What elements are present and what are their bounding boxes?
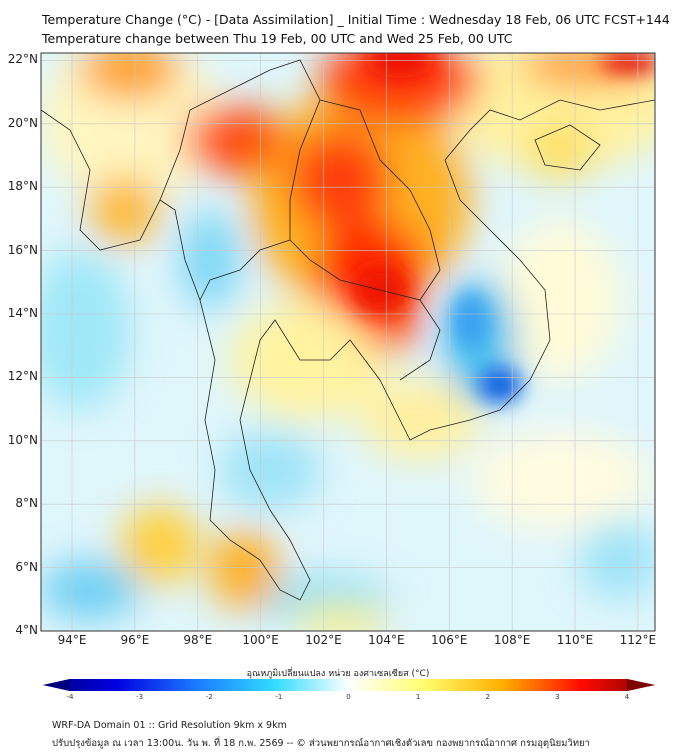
- lon-tick-label: 100°E: [242, 633, 279, 647]
- map-frame: [40, 52, 656, 632]
- colorbar-tick-label: -2: [205, 693, 213, 701]
- lat-tick-label: 12°N: [7, 369, 38, 384]
- lat-tick-label: 22°N: [7, 52, 38, 67]
- colorbar-tick-label: 4: [624, 693, 630, 701]
- colorbar-tick-label: -3: [136, 693, 144, 701]
- colorbar-tick-label: -1: [275, 693, 283, 701]
- colorbar-tick-label: -4: [66, 693, 74, 701]
- colorbar-gradient: [43, 679, 655, 691]
- footer-model-info: WRF-DA Domain 01 :: Grid Resolution 9km …: [52, 720, 287, 731]
- lat-tick-label: 10°N: [7, 432, 38, 447]
- colorbar-tick-label: 0: [346, 693, 351, 701]
- lon-tick-label: 110°E: [556, 633, 594, 647]
- graticule: [41, 53, 655, 631]
- temperature-field: [41, 53, 655, 631]
- lat-tick-label: 20°N: [7, 115, 38, 130]
- lat-tick-label: 6°N: [15, 559, 38, 574]
- lon-tick-label: 96°E: [120, 633, 150, 647]
- lon-tick-label: 94°E: [57, 633, 87, 647]
- colorbar-tick-label: 2: [485, 693, 490, 701]
- lon-tick-label: 108°E: [493, 633, 531, 647]
- lon-tick-label: 98°E: [183, 633, 213, 647]
- lat-tick-label: 14°N: [7, 306, 38, 320]
- colorbar: [43, 679, 655, 691]
- lat-tick-label: 8°N: [15, 496, 38, 511]
- lat-tick-label: 18°N: [7, 179, 38, 194]
- colorbar-tick-label: 1: [415, 693, 421, 701]
- colorbar-label: อุณหภูมิเปลี่ยนแปลง หน่วย องศาเซลเซียส (…: [246, 669, 430, 679]
- chart-subtitle: Temperature change between Thu 19 Feb, 0…: [42, 31, 513, 46]
- lon-tick-label: 104°E: [368, 633, 405, 647]
- lon-tick-label: 112°E: [619, 633, 657, 647]
- lon-tick-label: 106°E: [431, 633, 468, 647]
- country-borders: [41, 59, 655, 601]
- lat-tick-label: 4°N: [15, 623, 38, 637]
- lat-tick-label: 16°N: [7, 242, 38, 257]
- footer-update-info: ปรับปรุงข้อมูล ณ เวลา 13:00น. วัน พ. ที่…: [52, 738, 590, 749]
- chart-title: Temperature Change (°C) - [Data Assimila…: [42, 12, 670, 27]
- lon-tick-label: 102°E: [305, 633, 342, 647]
- colorbar-tick-label: 3: [555, 693, 560, 701]
